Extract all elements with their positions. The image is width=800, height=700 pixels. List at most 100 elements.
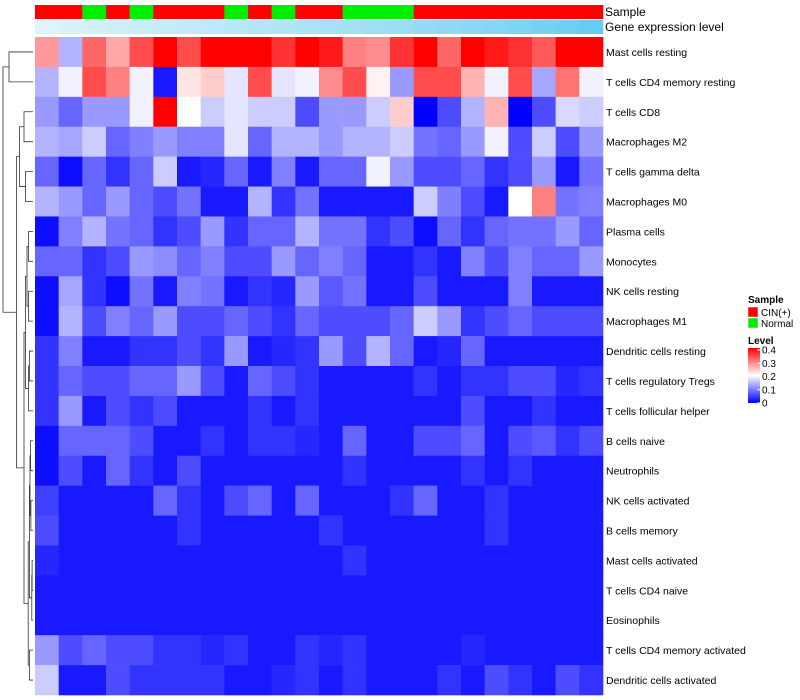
heatmap-cell xyxy=(532,545,556,576)
heatmap-cell xyxy=(35,216,59,247)
heatmap-cell xyxy=(484,665,509,696)
heatmap-cell xyxy=(58,246,83,277)
heatmap-cell xyxy=(129,485,154,516)
legend-label-0: CIN(+) xyxy=(761,308,791,319)
heatmap-cell xyxy=(153,575,178,606)
heatmap-cell xyxy=(200,545,225,576)
heatmap-cell xyxy=(129,276,154,307)
row-label-0: Mast cells resting xyxy=(606,47,687,59)
expression-cell-15 xyxy=(390,20,414,34)
heatmap-cell xyxy=(437,186,462,217)
heatmap-cell xyxy=(35,635,59,666)
heatmap-cell xyxy=(319,156,343,187)
heatmap-cell xyxy=(413,605,438,636)
heatmap-cell xyxy=(200,336,225,367)
heatmap-cell xyxy=(319,395,343,427)
heatmap-cell xyxy=(35,395,59,427)
heatmap-cell xyxy=(35,66,59,98)
dendrogram-link-6-21 xyxy=(23,331,29,604)
heatmap-cell xyxy=(319,545,343,576)
heatmap-cell xyxy=(106,186,130,217)
heatmap-cell xyxy=(319,216,343,247)
heatmap-cell xyxy=(106,336,130,367)
heatmap-cell xyxy=(437,37,462,68)
heatmap-cell xyxy=(271,425,296,457)
heatmap-cell xyxy=(82,425,107,457)
heatmap-cell xyxy=(129,186,154,217)
heatmap-cell xyxy=(200,455,225,486)
heatmap-cell xyxy=(390,455,414,486)
heatmap-cell xyxy=(461,126,485,157)
heatmap-cell xyxy=(224,605,249,636)
heatmap-cell xyxy=(248,605,272,636)
expression-cell-22 xyxy=(555,20,580,34)
heatmap-cell xyxy=(366,96,391,128)
heatmap-cell xyxy=(413,306,438,337)
row-label-21: Dendritic cells activated xyxy=(606,675,716,687)
heatmap-cell xyxy=(342,545,367,576)
heatmap-cell xyxy=(129,395,154,427)
heatmap-cell xyxy=(555,126,580,157)
heatmap-cell xyxy=(532,186,556,217)
heatmap-cell xyxy=(461,336,485,367)
heatmap-cell xyxy=(508,545,533,576)
heatmap-cell xyxy=(342,665,367,696)
heatmap-cell xyxy=(484,216,509,247)
heatmap-cell xyxy=(153,66,178,98)
heatmap-cell xyxy=(200,37,225,68)
heatmap-cell xyxy=(579,485,604,516)
sample-cell-22 xyxy=(555,5,580,19)
heatmap-cell xyxy=(248,246,272,277)
heatmap-cell xyxy=(295,216,320,247)
heatmap-cell xyxy=(177,66,201,98)
heatmap-cell xyxy=(532,605,556,636)
heatmap-cell xyxy=(579,66,604,98)
heatmap-cell xyxy=(248,186,272,217)
heatmap-cell xyxy=(35,126,59,157)
heatmap-cell xyxy=(82,366,107,397)
dendrogram-root xyxy=(2,66,17,313)
heatmap-cell xyxy=(413,366,438,397)
heatmap-cell xyxy=(129,306,154,337)
heatmap-cell xyxy=(106,126,130,157)
heatmap-cell xyxy=(319,37,343,68)
dendrogram-link-15-16 xyxy=(30,500,33,531)
heatmap-cell xyxy=(58,96,83,128)
heatmap-cell xyxy=(342,66,367,98)
heatmap-cell xyxy=(461,395,485,427)
heatmap-cell xyxy=(200,366,225,397)
heatmap-cell xyxy=(461,605,485,636)
sample-cell-0 xyxy=(35,5,59,19)
heatmap-cell xyxy=(366,455,391,486)
heatmap-cell xyxy=(390,395,414,427)
heatmap-cell xyxy=(200,605,225,636)
heatmap-cell xyxy=(342,485,367,516)
expression-cell-3 xyxy=(106,20,130,34)
heatmap-cell xyxy=(106,66,130,98)
sample-cell-11 xyxy=(295,5,320,19)
heatmap-cell xyxy=(177,605,201,636)
heatmap-cell xyxy=(508,37,533,68)
heatmap-cell xyxy=(508,186,533,217)
heatmap-cell xyxy=(129,515,154,546)
heatmap-cell xyxy=(295,575,320,606)
heatmap-cell xyxy=(35,455,59,486)
heatmap-cell xyxy=(224,156,249,187)
heatmap-cell xyxy=(461,216,485,247)
heatmap-cell xyxy=(413,336,438,367)
expression-cell-7 xyxy=(200,20,225,34)
heatmap-cell xyxy=(129,126,154,157)
heatmap-cell xyxy=(224,37,249,68)
heatmap-cell xyxy=(106,37,130,68)
heatmap-cell xyxy=(224,366,249,397)
heatmap-cell xyxy=(579,156,604,187)
heatmap-cell xyxy=(508,425,533,457)
legend-level-title: Level xyxy=(748,336,774,347)
heatmap-cell xyxy=(508,665,533,696)
heatmap-cell xyxy=(153,605,178,636)
heatmap-cell xyxy=(413,455,438,486)
heatmap-cell xyxy=(153,246,178,277)
heatmap-cell xyxy=(58,156,83,187)
heatmap-cell xyxy=(58,216,83,247)
